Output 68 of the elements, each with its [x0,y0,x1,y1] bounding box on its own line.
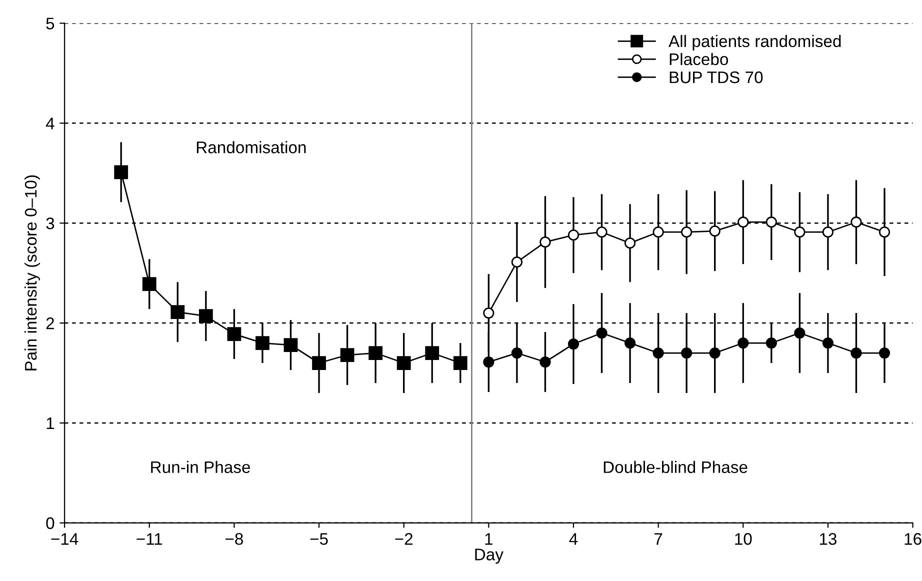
point [368,346,383,360]
point [483,356,494,368]
point [284,338,298,352]
x-tick-label: 10 [735,533,752,545]
y-tick-label: 5 [46,18,54,30]
point [794,327,806,339]
point [511,347,522,359]
x-tick-label: 1 [485,533,492,545]
y-tick-label: 4 [46,118,54,130]
point [540,356,551,368]
x-tick-label: 13 [820,533,836,545]
x-tick-label: −2 [395,533,412,545]
point [227,327,242,341]
point [114,165,128,180]
point [738,337,749,349]
point [822,337,834,349]
point [878,347,890,359]
point [624,238,636,249]
point [822,226,834,238]
x-tick-label: 4 [569,533,578,545]
annotation: Run-in Phase [151,460,250,474]
y-tick-label: 2 [46,317,54,330]
point [483,307,494,319]
x-tick-label: −14 [51,533,78,545]
x-tick-label: −11 [136,533,162,545]
point [425,346,440,360]
point [170,305,185,319]
point [396,356,411,370]
point [596,226,608,238]
x-tick-label: −8 [226,533,243,545]
x-axis-title: Day [475,548,504,564]
x-tick-label: 7 [654,533,662,545]
y-axis-title: Pain intensity (score 0–10) [24,175,40,370]
point [198,309,213,323]
point [681,347,692,359]
x-tick-label: 16 [904,533,922,545]
point [340,348,354,362]
point [766,337,777,349]
point [652,347,664,359]
point [453,356,468,370]
point [681,226,692,238]
point [568,338,580,350]
legend-label: Placebo [670,52,728,66]
point [511,256,522,268]
legend-label: All patients randomised [668,34,841,50]
point [256,336,270,350]
y-tick-label: 1 [46,418,54,430]
point [709,347,720,359]
annotation: Randomisation [196,141,306,154]
point [709,226,720,237]
point [596,327,608,339]
point [766,216,777,228]
point [850,347,862,359]
point [850,216,862,228]
point [738,216,749,228]
annotation: Double-blind Phase [604,460,748,474]
point [540,236,551,248]
legend-label: BUP TDS 70 [670,71,763,84]
x-tick-label: −5 [310,533,328,545]
y-tick-label: 0 [46,517,54,530]
point [624,337,636,349]
y-tick-label: 3 [46,218,54,230]
point [568,230,580,241]
point [142,277,156,292]
point [312,356,326,370]
point [878,226,890,238]
point [652,226,664,238]
point [794,226,806,238]
